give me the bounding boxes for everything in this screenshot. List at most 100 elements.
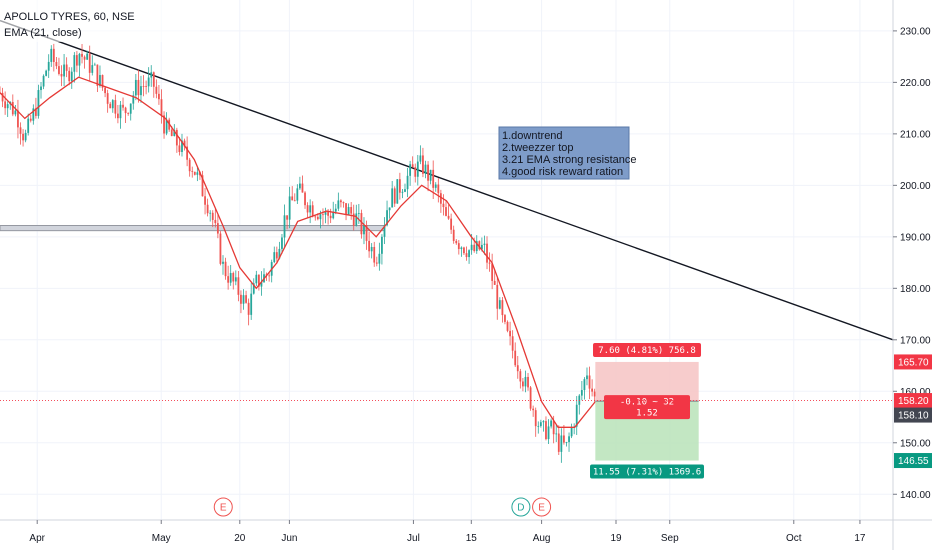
candle-62 bbox=[158, 84, 160, 105]
position-tool[interactable]: 7.60 (4.81%) 756.8 -0.10 ~ 321.52 11.55 (7… bbox=[590, 342, 705, 479]
candle-29 bbox=[73, 52, 76, 83]
current-price-tag-bg bbox=[894, 393, 932, 409]
candle-77 bbox=[196, 167, 199, 182]
candle-32 bbox=[81, 44, 83, 64]
candle-body bbox=[350, 207, 353, 214]
candle-body bbox=[40, 86, 42, 91]
x-tick-label-8: Sep bbox=[661, 533, 679, 544]
candle-36 bbox=[91, 55, 94, 76]
candle-31 bbox=[78, 52, 81, 77]
ema-line bbox=[0, 76, 596, 428]
candle-43 bbox=[109, 101, 112, 109]
candle-body bbox=[88, 53, 91, 73]
candle-body bbox=[363, 224, 365, 235]
candle-158 bbox=[404, 183, 406, 193]
candle-body bbox=[152, 72, 155, 87]
candles bbox=[0, 43, 596, 463]
pnl-label-bg bbox=[604, 395, 691, 420]
candle-127 bbox=[324, 207, 327, 224]
candle-18 bbox=[45, 69, 48, 77]
candle-body bbox=[4, 101, 7, 109]
candle-21 bbox=[52, 43, 55, 72]
candle-10 bbox=[24, 129, 27, 143]
candle-81 bbox=[206, 198, 209, 217]
candle-99 bbox=[252, 278, 255, 295]
target-label-bg bbox=[590, 464, 705, 479]
candle-50 bbox=[127, 112, 130, 116]
candle-body bbox=[68, 70, 71, 82]
pnl-label-text-1: 1.52 bbox=[636, 409, 658, 419]
candle-230 bbox=[588, 366, 591, 400]
stop-label: 7.60 (4.81%) 756.8 bbox=[593, 342, 702, 357]
candle-147 bbox=[375, 256, 378, 267]
candle-body bbox=[496, 284, 499, 309]
candle-body bbox=[32, 108, 35, 121]
candle-body bbox=[470, 244, 473, 251]
candle-190 bbox=[486, 236, 488, 270]
candle-60 bbox=[152, 71, 155, 98]
earnings-marker-2: E bbox=[532, 497, 552, 517]
candle-40 bbox=[101, 74, 104, 91]
candle-body bbox=[519, 371, 522, 382]
candle-229 bbox=[586, 367, 588, 386]
y-tick-label-8: 220.00 bbox=[900, 78, 931, 89]
candle-body bbox=[101, 75, 104, 88]
candle-168 bbox=[429, 169, 432, 185]
candle-body bbox=[411, 164, 414, 168]
annotation-box[interactable] bbox=[498, 126, 630, 180]
earnings-circle bbox=[511, 497, 531, 517]
candle-body bbox=[170, 129, 173, 137]
candle-body bbox=[86, 53, 89, 60]
indicator-label[interactable]: EMA (21, close) bbox=[4, 27, 82, 39]
x-tick-label-10: 17 bbox=[854, 533, 866, 544]
x-tick-label-0: Apr bbox=[29, 533, 45, 544]
candle-26 bbox=[65, 57, 68, 78]
candle-body bbox=[155, 86, 158, 94]
candle-38 bbox=[96, 64, 99, 93]
candle-body bbox=[201, 175, 204, 197]
candle-body bbox=[275, 252, 278, 259]
candle-body bbox=[229, 273, 232, 283]
candle-body bbox=[268, 275, 271, 277]
candle-228 bbox=[583, 377, 586, 400]
x-tick-label-3: Jun bbox=[281, 533, 297, 544]
candle-body bbox=[332, 211, 335, 219]
candle-75 bbox=[191, 166, 194, 178]
candle-82 bbox=[209, 210, 212, 222]
candle-body bbox=[373, 246, 376, 263]
candle-body bbox=[455, 240, 458, 244]
candle-body bbox=[357, 213, 360, 214]
candle-body bbox=[522, 381, 524, 387]
entry-price-tag-bg bbox=[894, 407, 932, 423]
candle-body bbox=[375, 262, 378, 264]
candle-body bbox=[424, 164, 427, 174]
y-tick-label-4: 180.00 bbox=[900, 284, 931, 295]
candle-body bbox=[109, 103, 112, 109]
candle-body bbox=[296, 188, 299, 201]
candle-body bbox=[316, 216, 319, 220]
candle-body bbox=[65, 64, 68, 71]
candle-37 bbox=[93, 62, 96, 66]
candle-65 bbox=[165, 112, 168, 136]
candle-6 bbox=[14, 105, 17, 117]
candle-body bbox=[593, 391, 596, 397]
candle-189 bbox=[483, 235, 486, 255]
candle-body bbox=[563, 435, 565, 443]
candle-body bbox=[70, 71, 73, 82]
trendline[interactable] bbox=[0, 19, 894, 341]
candle-25 bbox=[63, 54, 65, 87]
candle-49 bbox=[124, 106, 127, 124]
candle-body bbox=[257, 274, 260, 287]
candle-231 bbox=[591, 379, 594, 397]
candle-143 bbox=[365, 220, 368, 250]
candle-body bbox=[547, 426, 550, 440]
candle-175 bbox=[447, 204, 450, 220]
candle-63 bbox=[160, 89, 163, 124]
candle-body bbox=[493, 280, 496, 285]
candle-195 bbox=[498, 297, 501, 310]
candle-body bbox=[516, 365, 519, 372]
candle-body bbox=[37, 90, 40, 116]
candle-body bbox=[334, 208, 337, 212]
